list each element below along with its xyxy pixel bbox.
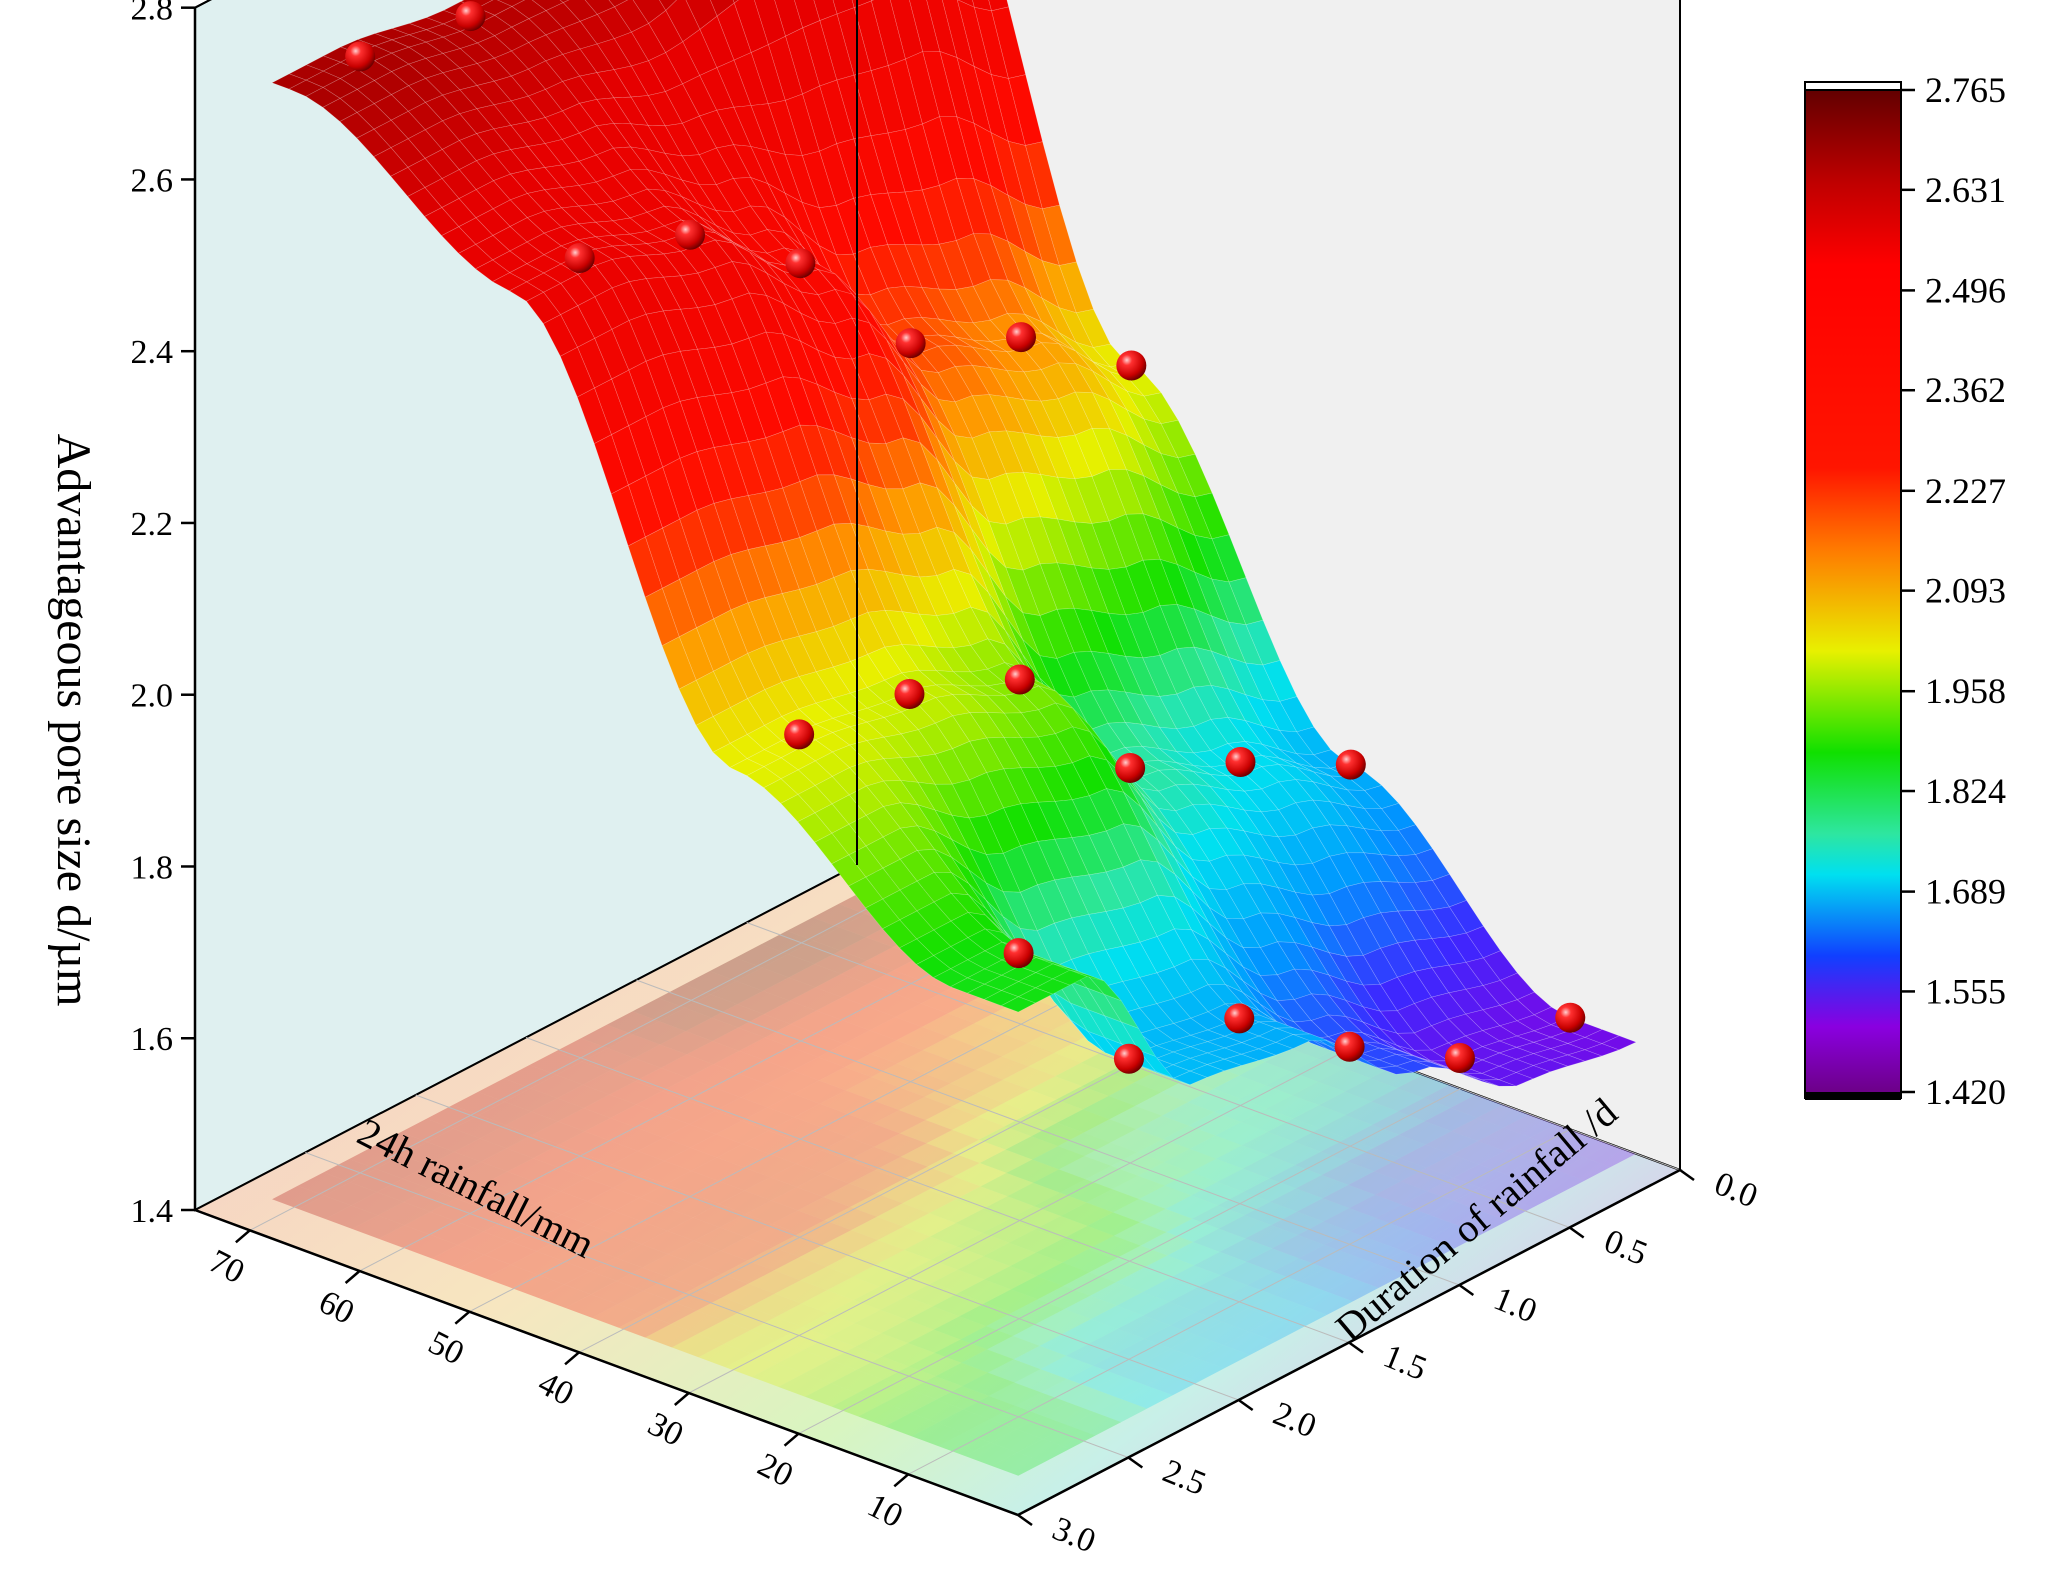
x-tick — [235, 1229, 251, 1244]
data-point — [1113, 1043, 1144, 1074]
y-tick — [1017, 1513, 1033, 1527]
floor-projection — [192, 863, 1683, 1517]
data-point — [784, 719, 815, 750]
y-tick-label: 2.5 — [1158, 1453, 1211, 1503]
y-tick — [1348, 1341, 1364, 1354]
colorbar-tick-label: 2.496 — [1925, 270, 2006, 310]
z-tick-label: 2.0 — [131, 678, 174, 715]
z-tick-label: 2.2 — [131, 506, 174, 543]
data-point — [785, 248, 816, 279]
colorbar-tick-label: 1.420 — [1925, 1072, 2006, 1112]
colorbar: 2.765 2.631 2.496 2.362 2.227 2.093 1.958 1.824… — [1804, 70, 2006, 1112]
data-point — [1334, 1031, 1365, 1062]
data-point — [345, 41, 376, 72]
x-tick — [564, 1351, 580, 1366]
data-point — [1444, 1043, 1475, 1074]
colorbar-tick-label: 2.227 — [1925, 471, 2006, 511]
y-tick — [1237, 1398, 1254, 1412]
z-tick-label: 2.8 — [131, 0, 174, 28]
surface — [271, 0, 1637, 1087]
z-tick-label: 2.4 — [131, 334, 174, 371]
z-tick-label: 2.6 — [131, 162, 174, 199]
x-tick-label: 20 — [752, 1446, 799, 1494]
y-tick-label: 1.0 — [1489, 1280, 1542, 1330]
data-point — [1004, 664, 1035, 695]
x-axis-line — [194, 1208, 1019, 1517]
x-tick-label: 40 — [532, 1365, 579, 1413]
data-point — [455, 1, 486, 32]
x-tick — [344, 1270, 361, 1284]
colorbar-bar — [1804, 81, 1902, 1099]
y-tick-label: 0.0 — [1709, 1165, 1762, 1215]
y-tick-label: 1.5 — [1378, 1338, 1431, 1388]
colorbar-bottom-cap — [1805, 1092, 1901, 1100]
x-tick-label: 60 — [313, 1283, 360, 1331]
data-point — [1555, 1002, 1586, 1033]
x-tick — [673, 1392, 690, 1406]
y-tick — [1679, 1168, 1695, 1182]
x-tick — [454, 1310, 471, 1325]
data-point — [1003, 938, 1034, 969]
colorbar-tick-label: 2.362 — [1925, 370, 2006, 410]
colorbar-tick-label: 2.631 — [1925, 170, 2006, 210]
data-point — [1006, 322, 1036, 353]
x-tick — [893, 1473, 910, 1488]
data-point — [675, 219, 705, 250]
z-tick-label: 1.4 — [131, 1193, 174, 1230]
x-tick-label: 30 — [642, 1405, 689, 1453]
data-points — [345, 1, 1586, 1074]
data-point — [1225, 746, 1256, 777]
colorbar-tick-label: 1.824 — [1925, 771, 2006, 811]
y-tick — [1127, 1456, 1144, 1469]
y-tick-label: 3.0 — [1047, 1510, 1100, 1560]
data-point — [1224, 1003, 1255, 1034]
y-tick-label: 0.5 — [1599, 1223, 1652, 1273]
data-point — [564, 242, 595, 273]
z-tick-label: 1.6 — [131, 1021, 174, 1058]
z-tick-label: 1.8 — [131, 849, 174, 886]
data-point — [895, 328, 926, 359]
colorbar-tick-label: 1.689 — [1925, 872, 2006, 912]
y-tick-label: 2.0 — [1268, 1395, 1321, 1445]
colorbar-tick-label: 1.958 — [1925, 671, 2006, 711]
colorbar-tick-label: 2.765 — [1925, 70, 2006, 110]
colorbar-top-cap — [1804, 81, 1902, 91]
data-point — [894, 679, 925, 710]
y-tick — [1568, 1226, 1585, 1239]
x-tick-label: 70 — [203, 1243, 250, 1291]
data-point — [1335, 749, 1366, 780]
colorbar-tick-label: 1.555 — [1925, 971, 2006, 1011]
data-point — [1115, 752, 1146, 783]
colorbar-tick-label: 2.093 — [1925, 571, 2006, 611]
x-tick-label: 50 — [423, 1324, 470, 1372]
x-tick-label: 10 — [861, 1487, 908, 1535]
z-axis-title: Advantageous pore size d/µm — [47, 434, 100, 1007]
x-tick — [783, 1432, 800, 1447]
data-point — [1116, 350, 1147, 381]
y-tick — [1458, 1283, 1475, 1297]
